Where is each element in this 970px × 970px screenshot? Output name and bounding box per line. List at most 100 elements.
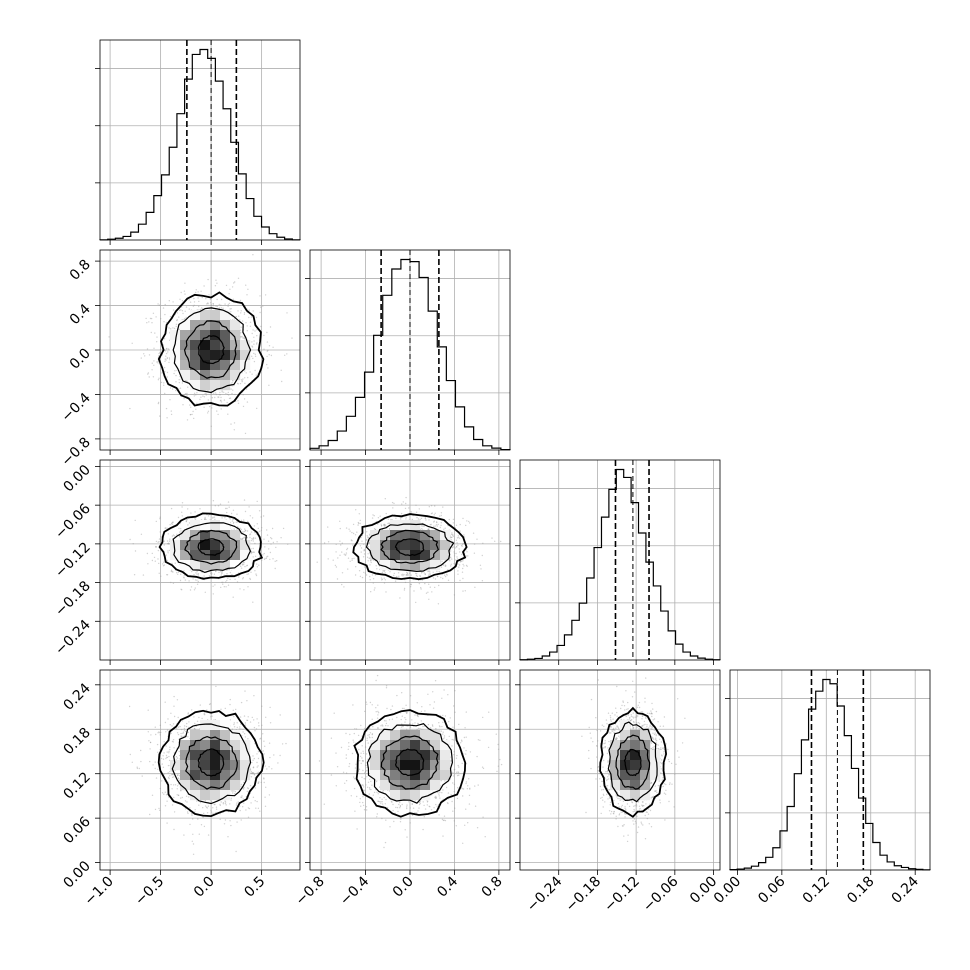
- scatter-point: [273, 754, 275, 756]
- scatter-point: [458, 566, 460, 568]
- scatter-point: [160, 318, 162, 320]
- scatter-point: [228, 506, 230, 508]
- scatter-point: [179, 387, 182, 389]
- scatter-point: [163, 338, 166, 340]
- scatter-point: [436, 525, 438, 527]
- scatter-point: [462, 590, 464, 592]
- scatter-point: [243, 802, 245, 804]
- scatter-point: [196, 571, 198, 573]
- scatter-point: [405, 518, 407, 520]
- scatter-point: [388, 522, 390, 524]
- scatter-point: [152, 312, 155, 314]
- scatter-point: [452, 547, 454, 549]
- scatter-point: [238, 315, 240, 317]
- scatter-point: [266, 350, 268, 352]
- scatter-point: [357, 524, 359, 526]
- scatter-point: [241, 372, 243, 374]
- scatter-point: [171, 571, 173, 573]
- scatter-point: [207, 303, 209, 305]
- scatter-point: [168, 777, 170, 780]
- scatter-point: [193, 301, 196, 303]
- scatter-point: [452, 534, 454, 537]
- scatter-point: [240, 379, 243, 381]
- scatter-point: [262, 554, 264, 556]
- scatter-point: [253, 343, 255, 345]
- scatter-point: [198, 457, 199, 458]
- scatter-point: [182, 312, 184, 315]
- scatter-point: [249, 321, 252, 323]
- scatter-point: [407, 574, 409, 576]
- scatter-point: [268, 345, 271, 347]
- density-cell: [220, 340, 231, 351]
- scatter-point: [480, 568, 482, 570]
- scatter-point: [377, 517, 380, 519]
- scatter-point: [244, 690, 246, 692]
- scatter-point: [157, 549, 160, 552]
- scatter-point: [181, 300, 184, 302]
- scatter-point: [164, 721, 167, 724]
- scatter-point: [245, 388, 248, 390]
- scatter-point: [419, 574, 421, 577]
- scatter-point: [226, 573, 228, 575]
- scatter-point: [176, 319, 178, 321]
- scatter-point: [377, 523, 379, 525]
- scatter-point: [454, 547, 457, 549]
- scatter-point: [266, 556, 268, 558]
- scatter-point: [200, 308, 202, 311]
- scatter-point: [445, 565, 447, 567]
- scatter-point: [352, 523, 355, 526]
- scatter-point: [195, 572, 197, 574]
- scatter-point: [232, 389, 234, 391]
- scatter-point: [351, 531, 353, 534]
- scatter-point: [420, 588, 422, 590]
- scatter-point: [148, 376, 150, 378]
- density-blocks: [170, 520, 251, 571]
- scatter-point: [192, 818, 194, 820]
- scatter-point: [165, 757, 167, 760]
- scatter-point: [255, 574, 258, 577]
- scatter-point: [370, 559, 372, 562]
- scatter-point: [243, 313, 246, 315]
- scatter-point: [218, 307, 221, 309]
- density-cell: [420, 560, 431, 571]
- scatter-point: [176, 757, 179, 759]
- scatter-point: [207, 278, 209, 281]
- scatter-point: [184, 293, 186, 295]
- scatter-point: [227, 501, 230, 503]
- density-cell: [170, 330, 181, 341]
- scatter-point: [190, 406, 192, 408]
- scatter-point: [246, 530, 249, 532]
- scatter-point: [242, 564, 244, 566]
- scatter-point: [226, 401, 228, 404]
- scatter-point: [473, 543, 476, 545]
- scatter-point: [433, 520, 435, 522]
- scatter-point: [224, 517, 226, 519]
- scatter-point: [267, 555, 269, 557]
- scatter-point: [327, 558, 329, 560]
- scatter-point: [151, 552, 153, 555]
- scatter-point: [222, 802, 225, 804]
- scatter-point: [221, 572, 223, 574]
- scatter-point: [244, 370, 246, 372]
- scatter-point: [164, 392, 166, 395]
- scatter-point: [172, 582, 175, 584]
- scatter-point: [395, 517, 397, 519]
- scatter-point: [157, 303, 159, 305]
- scatter-point: [453, 546, 455, 548]
- scatter-point: [373, 528, 376, 530]
- scatter-point: [205, 298, 207, 300]
- scatter-point: [181, 796, 183, 799]
- density-cell: [200, 320, 211, 331]
- scatter-point: [244, 377, 246, 379]
- scatter-point: [173, 535, 176, 537]
- scatter-point: [243, 312, 246, 314]
- density-cell: [210, 380, 221, 391]
- scatter-point: [457, 544, 459, 546]
- scatter-point: [163, 544, 165, 546]
- density-cell: [440, 540, 451, 551]
- scatter-point: [424, 517, 426, 519]
- scatter-point: [158, 352, 160, 355]
- scatter-point: [341, 542, 343, 544]
- scatter-point: [155, 316, 157, 318]
- scatter-point: [421, 571, 423, 573]
